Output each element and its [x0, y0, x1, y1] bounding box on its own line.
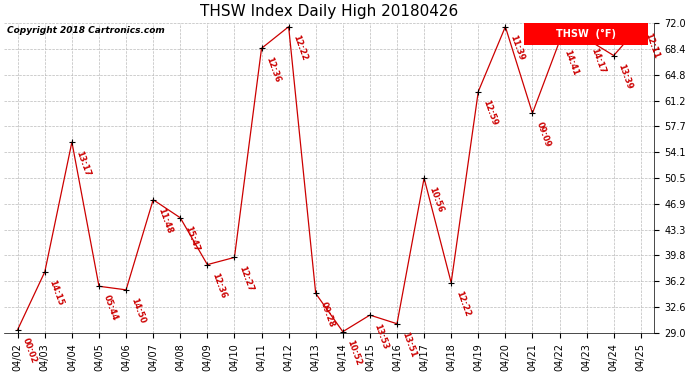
Text: 11:39: 11:39 — [508, 34, 526, 62]
Text: 13:17: 13:17 — [75, 149, 92, 177]
Text: 10:52: 10:52 — [346, 339, 363, 367]
Text: 11:48: 11:48 — [156, 207, 173, 235]
Text: Copyright 2018 Cartronics.com: Copyright 2018 Cartronics.com — [8, 26, 165, 35]
Text: 12:59: 12:59 — [481, 99, 499, 127]
Text: 00:02: 00:02 — [21, 337, 38, 365]
Text: 13:39: 13:39 — [616, 63, 634, 91]
Text: 13:53: 13:53 — [373, 322, 390, 350]
Text: 14:15: 14:15 — [48, 279, 65, 308]
Text: 12:27: 12:27 — [237, 265, 255, 293]
Text: 14:41: 14:41 — [562, 48, 580, 76]
Text: 05:44: 05:44 — [101, 294, 119, 322]
Text: 12:22: 12:22 — [291, 34, 309, 62]
Text: 09:28: 09:28 — [318, 301, 336, 328]
Text: 12:36: 12:36 — [210, 272, 228, 300]
Text: 15:47: 15:47 — [183, 225, 201, 253]
Text: 09:09: 09:09 — [535, 120, 553, 148]
Text: 12:36: 12:36 — [264, 56, 282, 84]
Text: 14:50: 14:50 — [129, 297, 146, 325]
Title: THSW Index Daily High 20180426: THSW Index Daily High 20180426 — [200, 4, 458, 19]
Text: 12:22: 12:22 — [454, 290, 471, 318]
Text: 13:51: 13:51 — [400, 331, 417, 359]
Text: 10:56: 10:56 — [427, 185, 444, 213]
Text: 14:17: 14:17 — [589, 46, 607, 74]
Text: 12:11: 12:11 — [644, 32, 661, 60]
